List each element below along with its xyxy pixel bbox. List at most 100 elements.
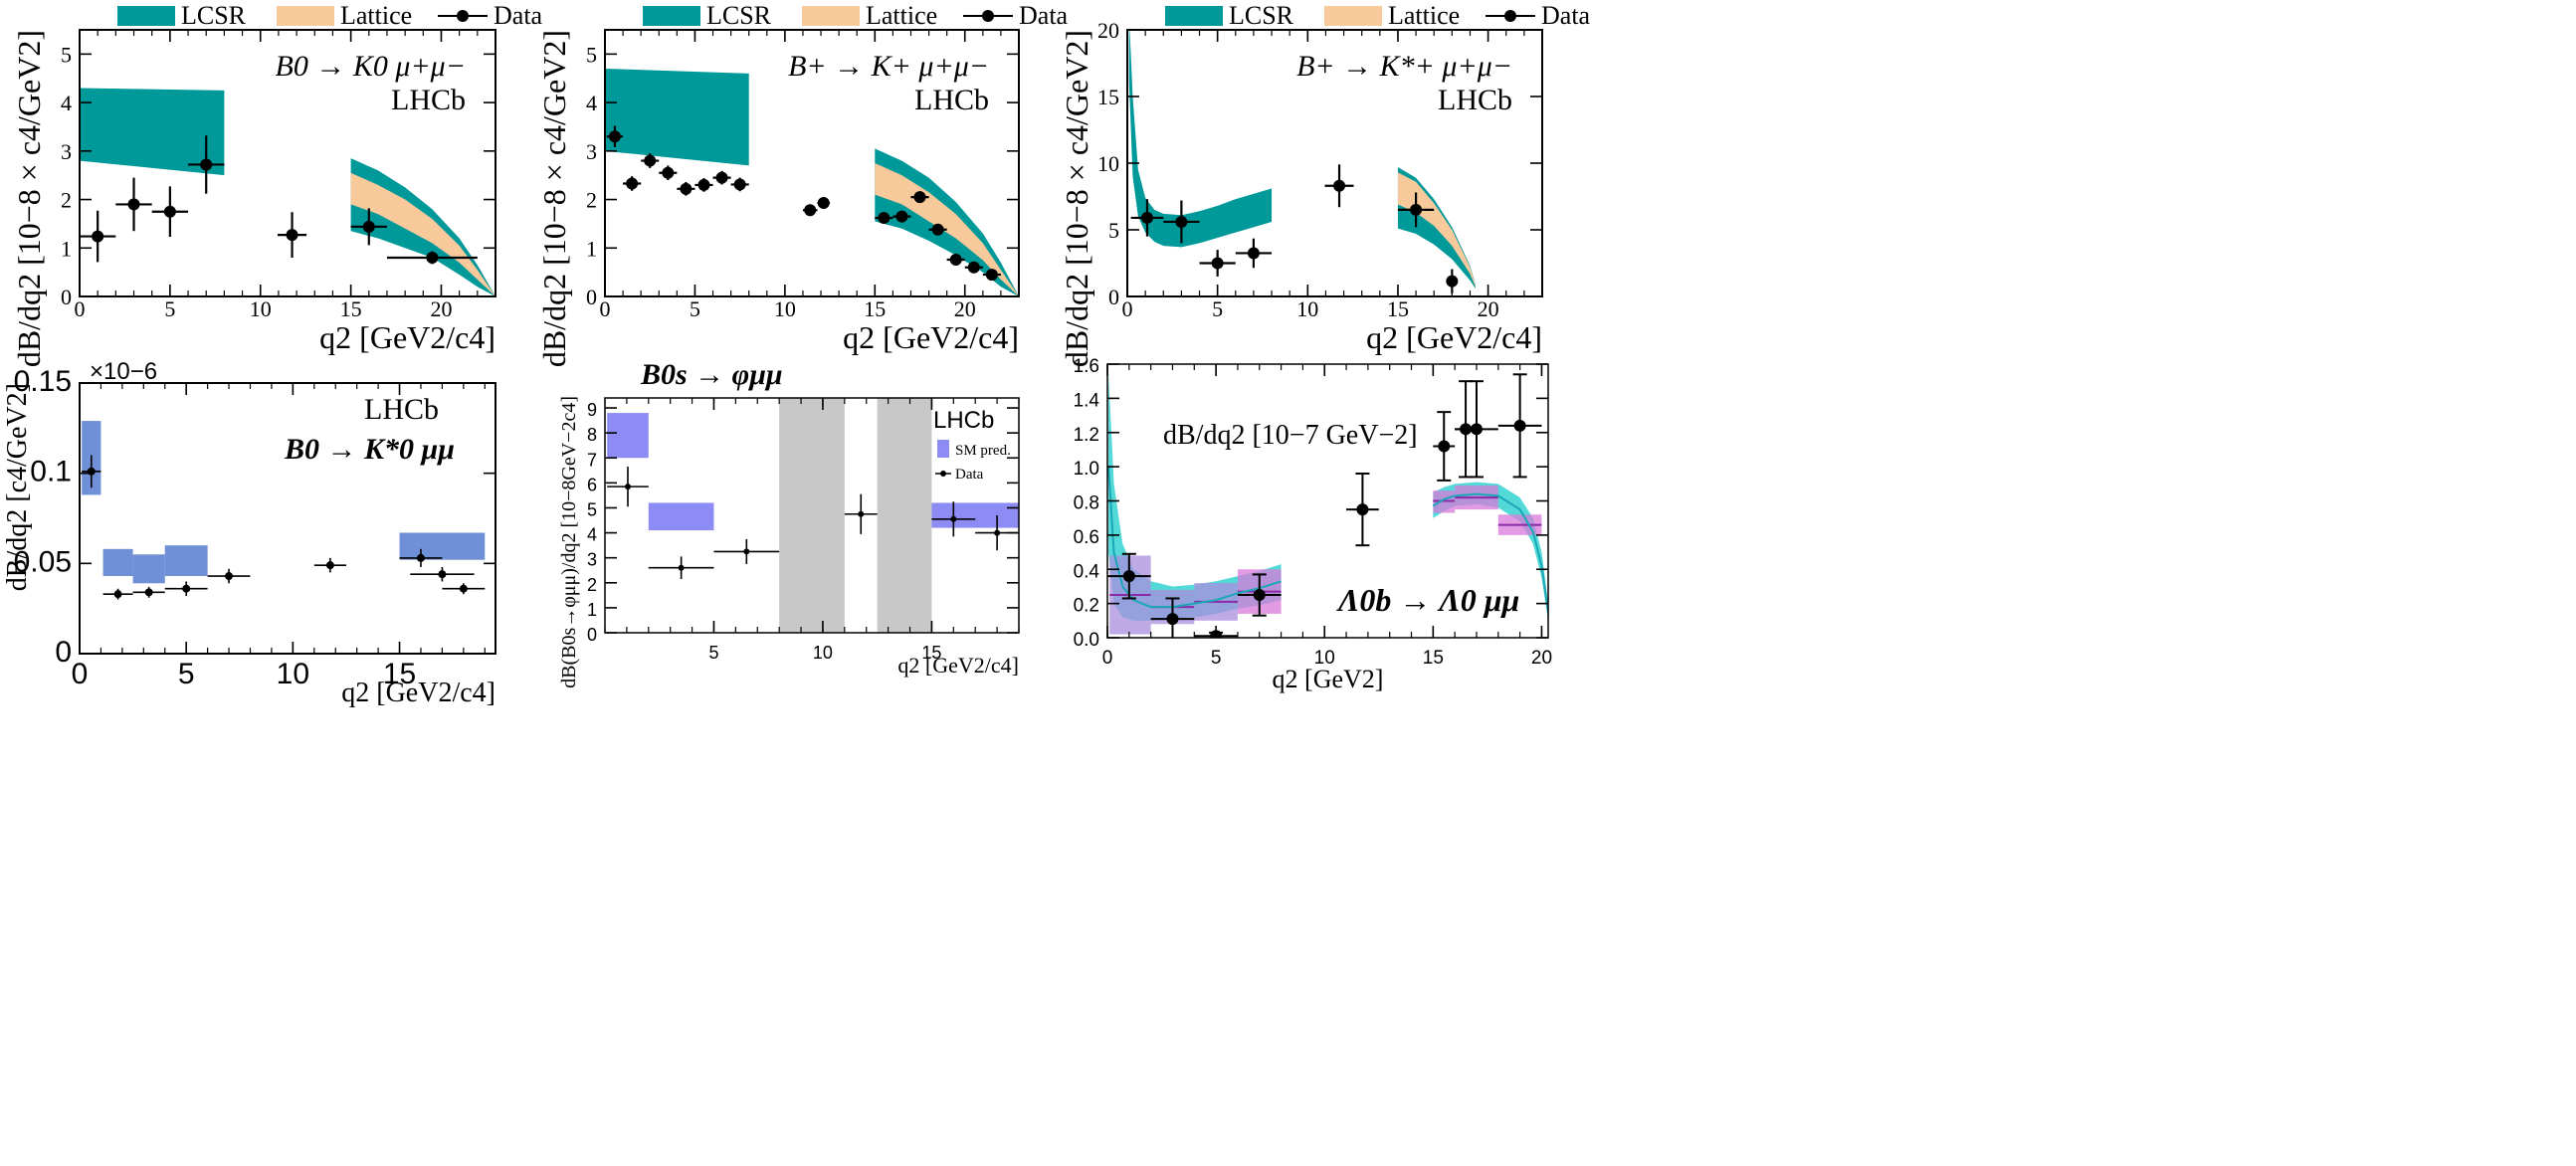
- y-tick-label: 10: [1097, 151, 1119, 176]
- x-tick-label: 15: [383, 658, 416, 690]
- data-point-marker: [1122, 570, 1135, 583]
- data-point: [1107, 552, 1151, 600]
- data-point-marker: [878, 212, 891, 225]
- data-point: [399, 548, 443, 567]
- data-point: [606, 125, 624, 147]
- data-point: [410, 566, 475, 582]
- data-point: [910, 191, 929, 204]
- y-tick-label: 1.0: [1074, 459, 1099, 480]
- data-point: [278, 212, 307, 259]
- x-tick-label: 15: [921, 643, 941, 663]
- data-point-marker: [1513, 419, 1526, 432]
- x-tick-label: 5: [690, 296, 700, 321]
- decay-title: B0 → K0 μ+μ−: [276, 50, 466, 83]
- data-point: [648, 556, 714, 580]
- y-tick-label: 0.1: [30, 456, 72, 488]
- data-point-marker: [662, 166, 675, 179]
- data-point: [1455, 380, 1498, 479]
- lcsr-band: [605, 68, 749, 166]
- legend-label-lcsr: LCSR: [706, 1, 772, 30]
- y-tick-label: 3: [586, 139, 597, 164]
- data-point-marker: [804, 204, 817, 217]
- y-tick-label: 1.6: [1074, 356, 1099, 377]
- x-axis-label: q2 [GeV2/c4]: [341, 678, 495, 708]
- y-tick-label: 4: [587, 525, 597, 545]
- data-point: [1433, 411, 1456, 482]
- data-point-marker: [1446, 275, 1459, 288]
- legend-label-lattice: Lattice: [866, 1, 937, 30]
- data-point-marker: [286, 229, 298, 242]
- y-tick-label: 0: [61, 285, 72, 309]
- x-axis-label: q2 [GeV2/c4]: [897, 653, 1019, 678]
- x-tick-label: 20: [954, 296, 976, 321]
- decay-title: B+ → K*+ μ+μ−: [1296, 50, 1512, 83]
- data-point: [946, 253, 965, 266]
- data-point: [102, 588, 133, 600]
- legend-label-data: Data: [955, 467, 984, 483]
- data-point-marker: [182, 584, 191, 593]
- y-axis-label: dB(B0s→φμμ)/dq2 [10−8GeV−2c4]: [558, 396, 580, 688]
- x-axis-label: q2 [GeV2/c4]: [843, 319, 1019, 355]
- legend-swatch-data-marker: [940, 471, 946, 477]
- excluded-region: [779, 398, 845, 633]
- plot-area: [80, 88, 495, 296]
- y-offset-label: ×10−6: [90, 358, 157, 385]
- theory-central-line-high: [1432, 492, 1548, 613]
- x-tick-label: 15: [1423, 648, 1444, 669]
- legend-label-lcsr: LCSR: [181, 1, 247, 30]
- data-point-marker: [949, 253, 962, 266]
- data-point: [623, 176, 642, 191]
- sm-prediction-box: [102, 548, 133, 577]
- y-tick-label: 5: [61, 42, 72, 67]
- data-point-marker: [225, 572, 234, 581]
- y-tick-label: 3: [587, 550, 597, 570]
- data-point: [641, 153, 660, 168]
- lattice-band: [1397, 172, 1476, 288]
- legend-swatch-lcsr: [643, 6, 700, 26]
- y-tick-label: 2: [587, 575, 597, 595]
- x-tick-label: 5: [708, 643, 718, 663]
- data-point-marker: [459, 584, 468, 593]
- data-point: [1497, 373, 1542, 479]
- x-axis-label: q2 [GeV2/c4]: [319, 319, 495, 355]
- y-tick-label: 9: [587, 400, 597, 420]
- data-point-marker: [1175, 215, 1188, 228]
- legend-swatch-data-marker: [982, 10, 994, 22]
- y-tick-label: 2: [61, 188, 72, 213]
- decay-title: B0 → K*0 μμ: [284, 433, 455, 466]
- legend-label-lcsr: LCSR: [1229, 1, 1294, 30]
- data-point-marker: [994, 529, 1001, 536]
- data-point: [207, 568, 251, 584]
- y-tick-label: 0.2: [1074, 596, 1099, 617]
- data-point-marker: [1247, 247, 1260, 260]
- y-tick-label: 4: [61, 91, 72, 115]
- data-point-marker: [985, 269, 998, 282]
- y-tick-label: 0.05: [14, 545, 72, 578]
- x-tick-label: 10: [277, 658, 309, 690]
- data-point-marker: [92, 230, 104, 243]
- data-point: [1446, 269, 1459, 293]
- data-point: [982, 269, 1001, 282]
- x-tick-label: 15: [1387, 296, 1409, 321]
- data-point: [1235, 238, 1273, 269]
- data-point-marker: [1438, 440, 1451, 453]
- y-tick-label: 1: [586, 236, 597, 261]
- data-point: [313, 557, 346, 573]
- y-tick-label: 0: [587, 625, 597, 645]
- data-point: [115, 177, 152, 232]
- y-axis-label: dB/dq2 [10−8 × c4/GeV2]: [11, 30, 47, 367]
- plot-frame: [604, 29, 1020, 297]
- legend-label-lattice: Lattice: [340, 1, 412, 30]
- data-point: [1199, 250, 1236, 277]
- y-axis-label: dB/dq2 [10−8 × c4/GeV2]: [1059, 30, 1094, 367]
- data-point: [151, 186, 189, 238]
- data-point: [964, 261, 983, 274]
- panel-b0-kstar0-mumu: 0 5 10 15 0 0.05 0.1 0.15 ×10−6 LHCb B0 → K*0 μμ q2…: [2, 358, 496, 708]
- x-tick-label: 10: [1296, 296, 1318, 321]
- x-tick-label: 10: [813, 643, 833, 663]
- data-point: [677, 182, 695, 196]
- panel-b0-k0-mumu: 0 5 10 15 20 0 1 2 3 4 5 LCSR Lattice Data B0 → K0 μ+μ…: [11, 1, 543, 367]
- excluded-region: [877, 398, 932, 633]
- data-point-marker: [1356, 503, 1369, 516]
